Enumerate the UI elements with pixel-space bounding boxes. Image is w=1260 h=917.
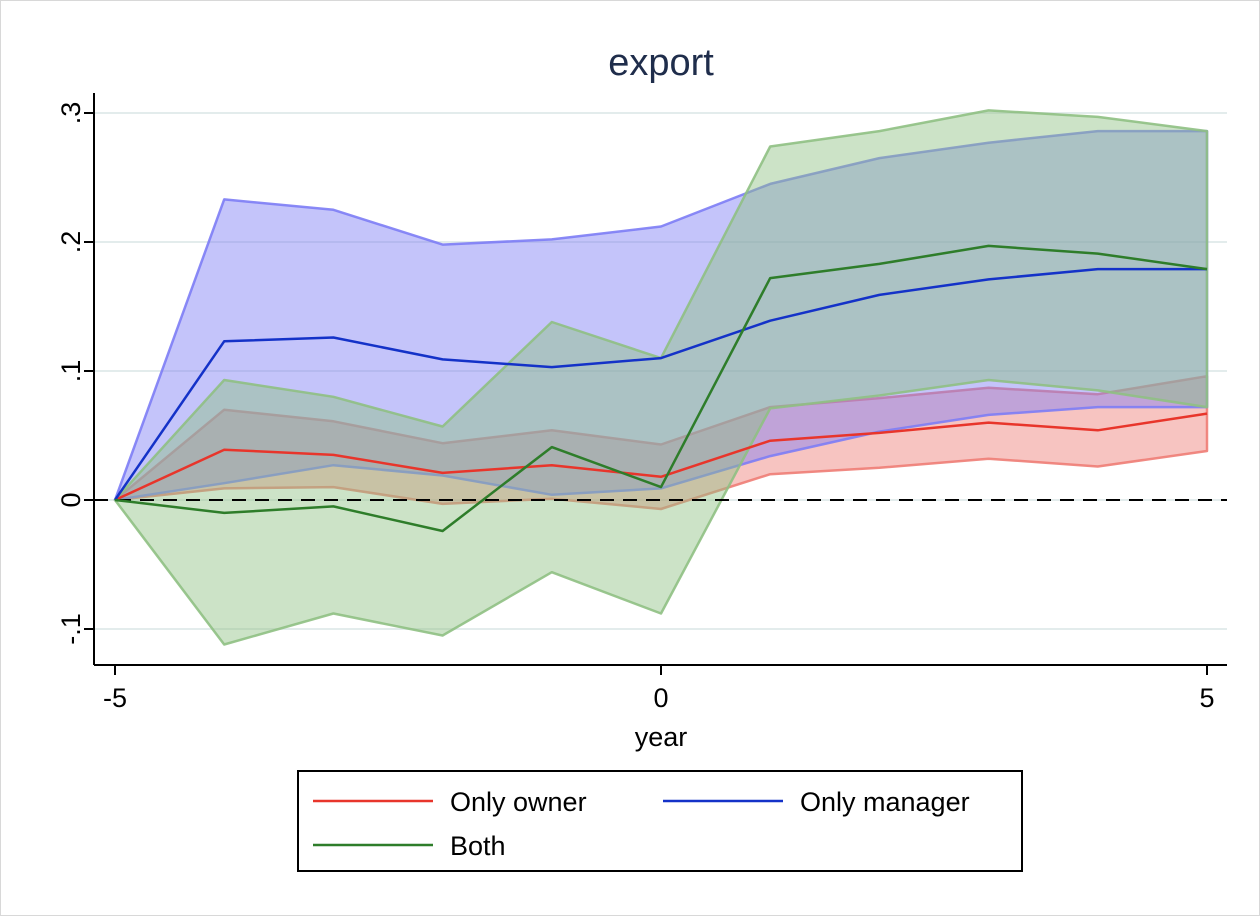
legend-label-both: Both	[450, 831, 506, 861]
legend-box	[297, 770, 1023, 872]
line-only-manager	[113, 267, 1207, 501]
x-axis-label: year	[635, 722, 688, 752]
x-tick-label: 5	[1199, 683, 1214, 713]
chart-title: export	[608, 42, 714, 84]
legend: Only owner Only manager Both	[297, 770, 1023, 872]
y-tick-label: 0	[56, 492, 86, 507]
confidence-bands	[113, 109, 1209, 646]
x-tick-label: 0	[653, 683, 668, 713]
y-tick-label: .3	[56, 102, 86, 125]
legend-label-only-manager: Only manager	[800, 787, 970, 817]
legend-label-only-owner: Only owner	[450, 787, 587, 817]
axes	[84, 93, 1227, 675]
y-tick-label: .2	[56, 231, 86, 254]
line-only-owner	[114, 412, 1208, 502]
y-tick-label: -.1	[56, 613, 86, 645]
x-tick-label: -5	[103, 683, 127, 713]
series-lines	[113, 244, 1208, 533]
tick-labels: -.1 0 .1 .2 .3 -5 0 5	[56, 102, 1215, 713]
y-tick-label: .1	[56, 360, 86, 383]
line-both	[114, 244, 1208, 533]
